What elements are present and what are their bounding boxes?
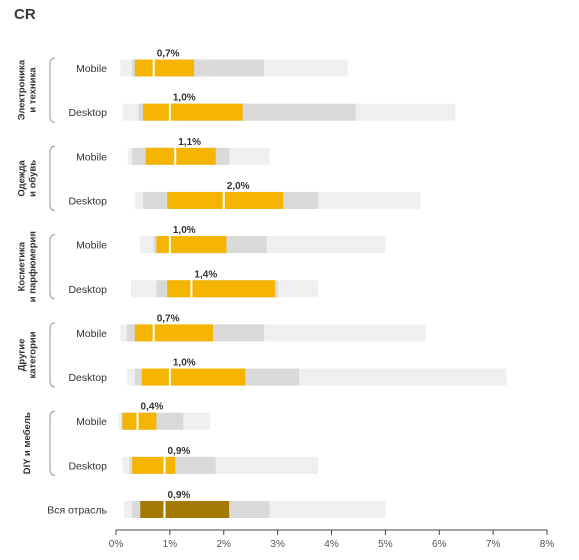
- median-label: 2,0%: [227, 181, 250, 192]
- group-bracket: [49, 410, 56, 476]
- median-label: 0,4%: [141, 402, 164, 413]
- chart-title: CR: [14, 6, 36, 23]
- group-label: и обувь: [28, 160, 39, 197]
- median-label: 0,7%: [157, 313, 180, 324]
- group-label: категории: [28, 331, 39, 378]
- row-label: Mobile: [76, 151, 107, 163]
- range-inner-bar: [167, 280, 275, 298]
- range-inner-bar: [134, 324, 213, 342]
- median-label: 0,9%: [167, 446, 190, 457]
- x-tick-label: 8%: [540, 539, 555, 550]
- range-inner-bar: [141, 368, 246, 386]
- median-label: 1,1%: [178, 137, 201, 148]
- x-tick-label: 3%: [270, 539, 285, 550]
- x-tick-label: 6%: [432, 539, 447, 550]
- median-label: 0,9%: [167, 490, 190, 501]
- x-tick-label: 7%: [486, 539, 501, 550]
- row-label: Mobile: [76, 63, 107, 75]
- range-inner-bar: [145, 147, 216, 165]
- range-inner-bar: [140, 501, 230, 518]
- median-label: 1,0%: [173, 225, 196, 236]
- median-label: 1,0%: [173, 93, 196, 104]
- median-label: 1,4%: [194, 269, 217, 280]
- row-label: Mobile: [76, 328, 107, 340]
- group-bracket: [49, 145, 56, 211]
- row-label: Mobile: [76, 240, 107, 252]
- group-bracket: [49, 322, 56, 388]
- x-tick-label: 1%: [163, 539, 178, 550]
- row-label: Desktop: [68, 460, 107, 472]
- range-inner-bar: [156, 236, 227, 254]
- group-label: Электроника: [17, 59, 28, 120]
- row-label: Desktop: [68, 284, 107, 296]
- group-label: и техника: [28, 67, 39, 113]
- row-label: Desktop: [68, 372, 107, 384]
- x-tick-label: 4%: [324, 539, 339, 550]
- x-tick-label: 0%: [109, 539, 124, 550]
- x-tick-label: 5%: [378, 539, 393, 550]
- row-label: Mobile: [76, 416, 107, 428]
- row-label: Desktop: [68, 107, 107, 119]
- range-inner-bar: [132, 456, 176, 474]
- range-inner-bar: [122, 412, 157, 430]
- range-inner-bar: [142, 103, 243, 121]
- group-label: и парфюмерия: [28, 231, 39, 302]
- group-bracket: [49, 234, 56, 300]
- row-label: Вся отрасль: [47, 505, 107, 517]
- median-label: 0,7%: [157, 49, 180, 60]
- group-label: Косметика: [17, 241, 28, 291]
- group-label: Другие: [17, 339, 28, 372]
- range-inner-bar: [167, 191, 284, 209]
- group-label: DIY и мебель: [22, 412, 33, 474]
- group-bracket: [49, 57, 56, 123]
- median-label: 1,0%: [173, 358, 196, 369]
- range-inner-bar: [134, 59, 195, 77]
- x-tick-label: 2%: [217, 539, 232, 550]
- row-label: Desktop: [68, 195, 107, 207]
- group-label: Одежда: [17, 159, 28, 196]
